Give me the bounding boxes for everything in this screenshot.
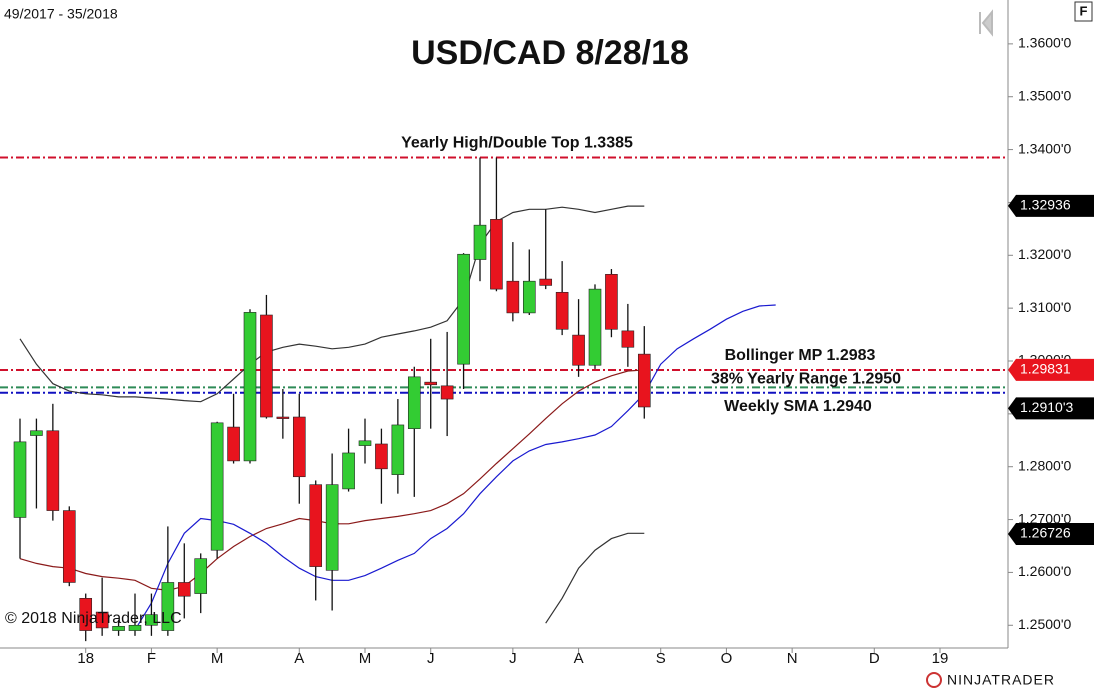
candle-body bbox=[325, 484, 339, 571]
y-tick-label: 1.3600'0 bbox=[1018, 35, 1071, 51]
candle-body bbox=[605, 274, 618, 330]
candle-body bbox=[555, 291, 569, 330]
menu-label[interactable]: F bbox=[1080, 3, 1088, 18]
candle-body bbox=[473, 224, 487, 260]
x-tick-label: S bbox=[656, 650, 666, 667]
scroll-icon[interactable] bbox=[979, 9, 993, 37]
candle-body bbox=[243, 312, 257, 462]
price-tag bbox=[1008, 523, 1094, 546]
candle-body bbox=[79, 598, 93, 631]
x-tick-label: O bbox=[721, 650, 733, 667]
candle-body bbox=[112, 626, 125, 631]
indicator-line bbox=[134, 304, 776, 631]
x-tick-label: D bbox=[869, 650, 880, 667]
price-tag bbox=[1008, 358, 1094, 381]
x-tick-label: A bbox=[574, 650, 584, 667]
price-tag-label: 1.32936 bbox=[1020, 197, 1071, 213]
y-tick-label: 1.2500'0 bbox=[1018, 616, 1071, 632]
chart-title: USD/CAD 8/28/18 bbox=[411, 34, 689, 72]
candle-body bbox=[62, 510, 76, 583]
candle-body bbox=[424, 381, 438, 386]
candle-body bbox=[490, 219, 503, 290]
candle-body bbox=[30, 430, 43, 436]
candle-body bbox=[210, 422, 224, 551]
y-tick-label: 1.2700'0 bbox=[1018, 510, 1071, 526]
candle-body bbox=[407, 376, 421, 429]
candle-body bbox=[276, 416, 290, 419]
x-tick-label: 18 bbox=[77, 650, 94, 667]
x-tick-label: M bbox=[359, 650, 372, 667]
candle-body bbox=[128, 624, 142, 631]
price-tag-label: 1.29831 bbox=[1020, 361, 1071, 377]
candle-body bbox=[358, 440, 372, 446]
level-label: 38% Yearly Range 1.2950 bbox=[711, 371, 901, 388]
y-tick-label: 1.2800'0 bbox=[1018, 457, 1071, 473]
candle-body bbox=[342, 452, 355, 490]
x-tick-label: M bbox=[211, 650, 224, 667]
y-tick-label: 1.3400'0 bbox=[1018, 140, 1071, 156]
candle-body bbox=[260, 314, 273, 418]
candle-body bbox=[145, 614, 158, 626]
brand: NINJATRADER bbox=[947, 672, 1055, 688]
x-tick-label: J bbox=[427, 650, 435, 667]
candle-body bbox=[522, 280, 536, 314]
plot-area bbox=[0, 156, 1008, 642]
level-label: Yearly High/Double Top 1.3385 bbox=[401, 135, 633, 152]
price-tag bbox=[1008, 397, 1094, 420]
y-tick-label: 1.3200'0 bbox=[1018, 246, 1071, 262]
candle-body bbox=[588, 288, 602, 366]
y-tick-label: 1.3500'0 bbox=[1018, 87, 1071, 103]
candle-body bbox=[194, 558, 208, 594]
x-tick-label: A bbox=[294, 650, 304, 667]
x-tick-label: 19 bbox=[932, 650, 949, 667]
price-tag bbox=[1008, 194, 1094, 217]
price-tag-label: 1.26726 bbox=[1020, 525, 1071, 541]
x-tick-label: F bbox=[147, 650, 156, 667]
candle-body bbox=[227, 426, 240, 462]
candle-body bbox=[13, 441, 27, 518]
level-label: Weekly SMA 1.2940 bbox=[724, 398, 872, 415]
candle-body bbox=[572, 334, 585, 366]
menu-button[interactable] bbox=[1074, 1, 1093, 22]
candle-body bbox=[539, 278, 553, 286]
candle-body bbox=[46, 430, 60, 511]
price-tag-label: 1.2910'3 bbox=[1020, 399, 1073, 415]
candle-body bbox=[177, 582, 191, 597]
y-tick-label: 1.3100'0 bbox=[1018, 299, 1071, 315]
y-tick-label: 1.2600'0 bbox=[1018, 563, 1071, 579]
x-tick-label: N bbox=[787, 650, 798, 667]
candle-body bbox=[309, 484, 323, 567]
indicator-line bbox=[545, 532, 645, 624]
candle-body bbox=[375, 443, 388, 470]
range-label: 49/2017 - 35/2018 bbox=[4, 6, 118, 22]
copyright: © 2018 NinjaTrader, LLC bbox=[5, 610, 182, 627]
candle-body bbox=[506, 280, 520, 314]
candle-body bbox=[391, 424, 405, 475]
candle-body bbox=[95, 611, 109, 629]
candle-body bbox=[161, 582, 175, 631]
candle-body bbox=[621, 330, 635, 348]
candle-body bbox=[440, 385, 454, 400]
x-tick-label: J bbox=[509, 650, 517, 667]
level-label: Bollinger MP 1.2983 bbox=[725, 347, 876, 364]
candle-body bbox=[637, 353, 651, 408]
candle-body bbox=[457, 253, 470, 365]
indicator-line bbox=[19, 205, 645, 403]
candle-body bbox=[292, 416, 306, 478]
brand-logo bbox=[926, 672, 942, 688]
